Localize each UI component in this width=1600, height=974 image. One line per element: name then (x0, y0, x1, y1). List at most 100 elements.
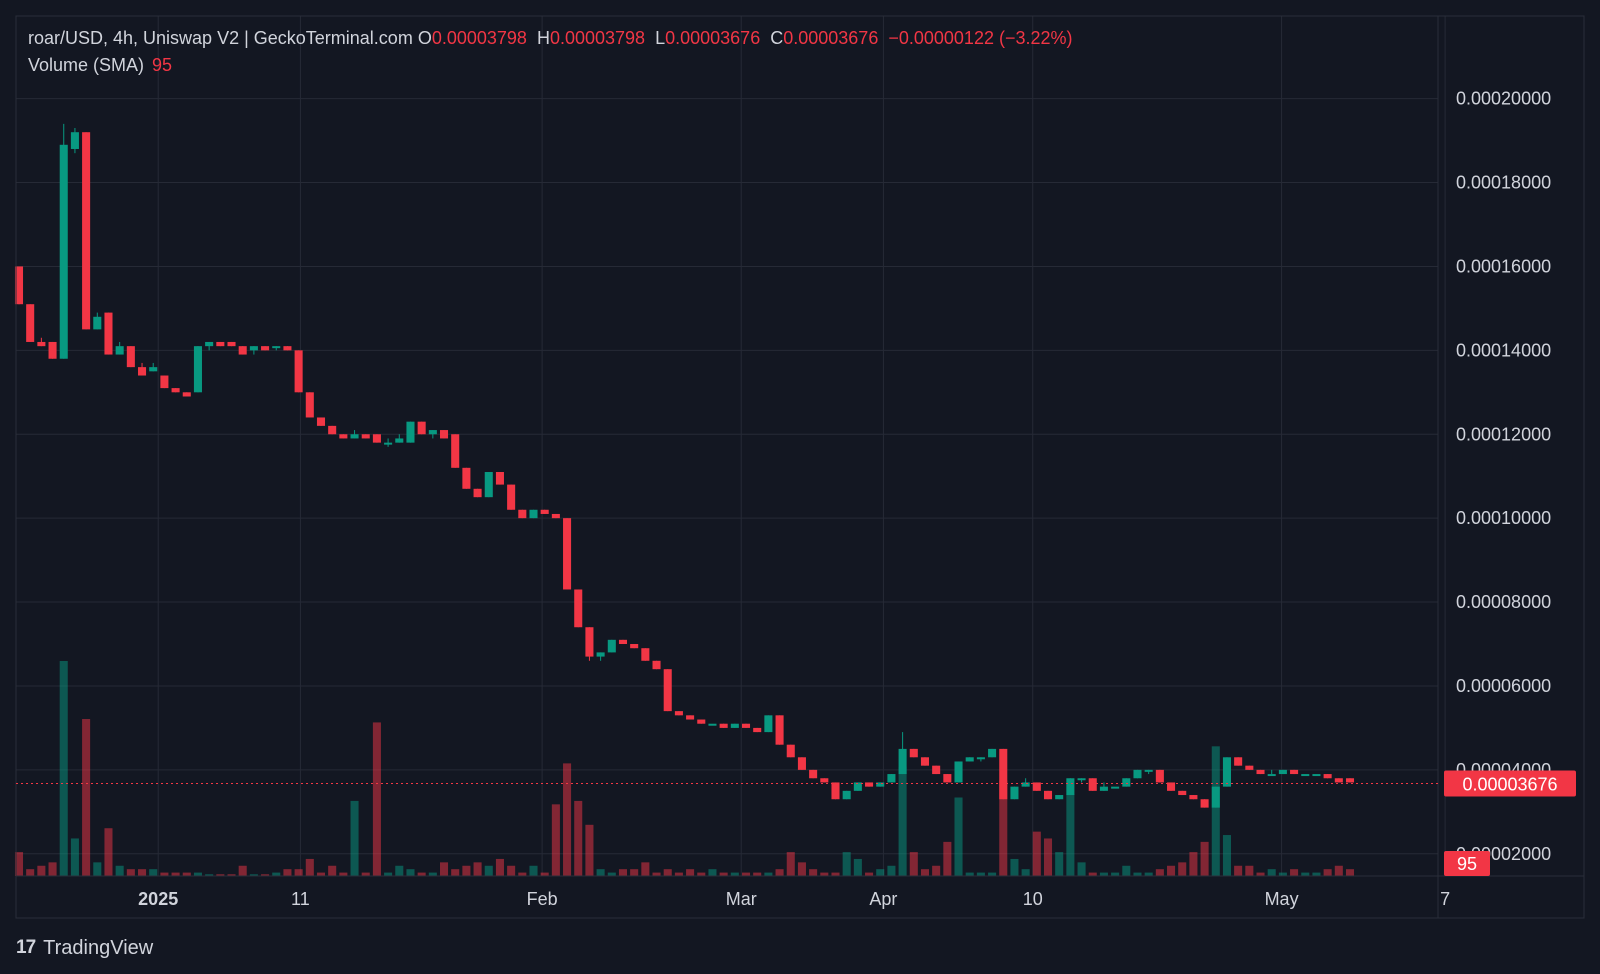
volume-bar (1301, 872, 1310, 876)
axes: 0.00020000 0.00018000 0.00016000 0.00014000… (15, 15, 1585, 919)
volume-bar (686, 869, 695, 876)
candle-body (708, 723, 717, 726)
high-value: 0.00003798 (549, 28, 646, 48)
candle-body (652, 660, 661, 670)
candle-body (585, 627, 594, 657)
candle-body (1278, 769, 1287, 775)
volume-bar (1055, 852, 1064, 876)
candle-body (316, 417, 326, 426)
candles (14, 123, 1355, 808)
volume-bar (1234, 865, 1243, 876)
candle-body (272, 346, 281, 349)
volume-bar (820, 872, 829, 876)
candle-body (775, 715, 784, 745)
last-price-label: 0.00003676 (1462, 774, 1557, 794)
candle-body (182, 392, 191, 397)
candle-body (149, 367, 158, 372)
volume-bar (831, 872, 840, 876)
volume-bar (1155, 869, 1164, 876)
volume-bar (876, 869, 885, 876)
candle-body (238, 346, 247, 355)
candle-body (160, 375, 169, 389)
candle-body (1010, 786, 1019, 800)
volume-bar (328, 865, 337, 876)
volume-bar (1256, 872, 1265, 876)
y-tick-label: 0.00010000 (1456, 508, 1551, 528)
candle-body (283, 346, 292, 351)
candle-body (339, 434, 348, 439)
volume-bar (361, 872, 370, 876)
close-value: 0.00003676 (783, 28, 879, 48)
chart-border (15, 15, 1585, 919)
volume-bar (507, 865, 516, 876)
volume-bar (618, 869, 628, 876)
volume-bar (1345, 869, 1355, 876)
volume-bar (753, 872, 762, 876)
x-tick-label: 7 (1440, 889, 1450, 909)
candle-body (193, 346, 202, 393)
candle-body (909, 748, 918, 758)
volume-bar (439, 862, 449, 876)
candle-body (305, 392, 314, 418)
volume-bar (909, 852, 918, 876)
volume-bar (730, 872, 739, 876)
volume-bar (529, 865, 538, 876)
volume-bar (93, 862, 102, 876)
candle-body (965, 757, 974, 762)
volume-bar (1290, 869, 1299, 876)
candle-body (1066, 778, 1075, 796)
volume-bar (428, 872, 437, 876)
volume-bar (943, 841, 952, 876)
volume-bar (965, 872, 974, 876)
volume-bar (596, 869, 605, 876)
candle-body (451, 434, 460, 468)
volume-bar (59, 661, 68, 876)
candle-body (93, 316, 102, 330)
volume-bar (37, 865, 46, 876)
x-tick-label: 10 (1023, 889, 1043, 909)
volume-bar (205, 874, 214, 876)
candle-body (227, 341, 236, 347)
volume-bar (104, 828, 113, 876)
x-tick-label: 11 (291, 889, 310, 909)
candle-body (361, 434, 370, 439)
candle-body (1245, 765, 1254, 770)
y-tick-label: 0.00008000 (1456, 592, 1551, 612)
volume-bar (216, 874, 225, 876)
candle-body (641, 648, 650, 661)
candle-body (719, 723, 728, 728)
candle-body (138, 367, 147, 376)
volume-bar (954, 797, 963, 876)
candle-body (104, 312, 113, 355)
volume-bar (697, 872, 706, 876)
y-tick-label: 0.00018000 (1456, 173, 1551, 193)
volume-bar (1267, 869, 1276, 876)
candle-body (1323, 774, 1332, 779)
candle-body (887, 774, 896, 783)
volume-bar (585, 824, 594, 876)
candle-body (473, 488, 482, 498)
volume-bar (115, 865, 124, 876)
candle-body (551, 513, 560, 519)
candle-body (1055, 795, 1064, 800)
volume-bar (484, 865, 493, 876)
candle-body (809, 769, 818, 779)
y-tick-label: 0.00014000 (1456, 340, 1551, 360)
open-value: 0.00003798 (431, 28, 527, 48)
volume-bar (708, 869, 717, 876)
volume-bar (1323, 869, 1332, 876)
volume-bar (417, 872, 426, 876)
candle-body (764, 715, 773, 733)
tradingview-brand[interactable]: 17 TradingView (16, 934, 153, 962)
y-tick-label: 0.00016000 (1456, 256, 1551, 276)
candle-body (898, 748, 907, 775)
candle-body (1312, 774, 1321, 777)
volume-bar (384, 872, 393, 876)
candle-body (1133, 769, 1142, 779)
volume-bar (473, 862, 482, 876)
volume-bar (160, 872, 169, 876)
candle-body (674, 711, 683, 716)
candle-body (249, 346, 258, 351)
